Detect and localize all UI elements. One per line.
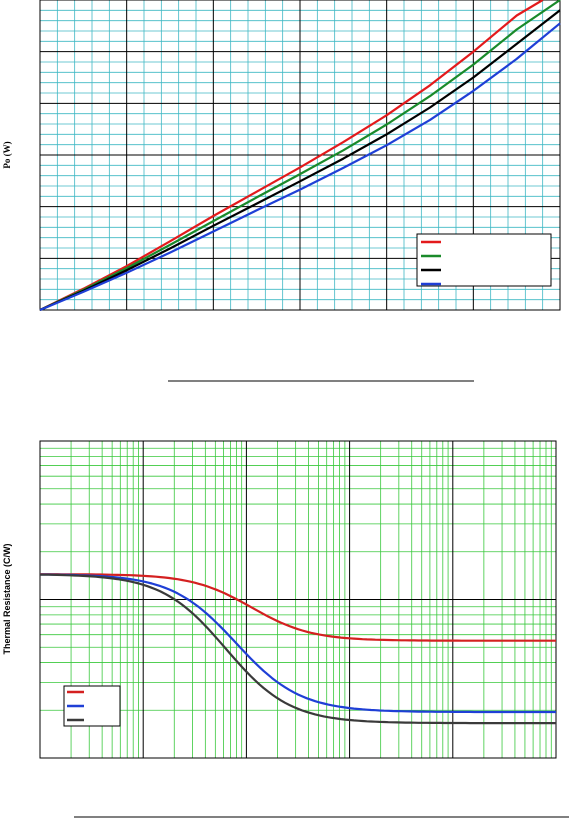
chart-2: Thermal Resistance (C/W): [2, 440, 569, 818]
chart-1-legend: [416, 233, 552, 287]
chart-2-series-line-2: [40, 573, 556, 714]
chart-2-plot-frame: [39, 440, 557, 759]
chart-1-y-axis-label: Po (W): [2, 141, 12, 168]
chart-1-series-line-1: [39, 0, 544, 311]
chart-1-plot-frame: [39, 0, 561, 311]
chart-2-series-line-3: [39, 573, 556, 725]
chart-2-y-axis-label: Thermal Resistance (C/W): [2, 543, 12, 654]
chart-1-series-line-4: [39, 22, 561, 312]
chart-2-grid: [40, 441, 556, 758]
chart-1-series-line-3: [39, 9, 561, 312]
chart-1: Po (W): [2, 0, 561, 382]
chart-1-series-line-2: [39, 0, 561, 311]
chart-2-series-group: [39, 573, 556, 725]
chart-1-series-group: [39, 0, 561, 312]
chart-2-series-line-1: [40, 573, 556, 642]
chart-2-legend: [63, 685, 121, 727]
